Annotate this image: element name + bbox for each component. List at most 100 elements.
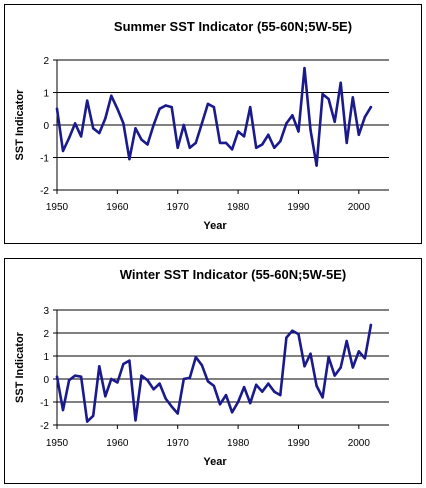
winter-data-point: [273, 390, 276, 393]
winter-data-point: [158, 382, 161, 385]
summer-sst-chart-panel: Summer SST Indicator (55-60N;5W-5E) -2 -1 0…: [4, 4, 422, 244]
winter-data-point: [61, 408, 65, 412]
summer-data-point: [61, 149, 65, 153]
summer-data-point: [369, 105, 373, 109]
winter-data-point: [182, 377, 185, 381]
summer-data-point: [104, 117, 107, 120]
winter-data-point: [255, 383, 258, 386]
winter-data-point: [128, 359, 131, 362]
winter-data-point: [309, 352, 312, 355]
winter-x-axis-label: Year: [203, 456, 227, 468]
summer-data-point: [224, 141, 228, 145]
winter-data-point: [357, 350, 361, 353]
summer-y-tick-label: 1: [43, 89, 49, 100]
winter-y-axis-label: SST Indicator: [14, 331, 26, 403]
winter-data-point: [218, 403, 222, 406]
summer-data-point: [188, 146, 191, 149]
winter-x-tick-label: 2000: [348, 438, 371, 449]
summer-y-axis-label: SST Indicator: [14, 89, 26, 161]
winter-data-point: [291, 329, 294, 332]
summer-data-point: [291, 114, 294, 117]
winter-y-tick-label: 2: [43, 329, 49, 340]
winter-data-point: [285, 336, 288, 339]
summer-data-point: [297, 130, 300, 133]
summer-x-tick-label: 1970: [167, 202, 190, 213]
winter-data-point: [267, 382, 270, 385]
winter-y-tick-label: -2: [40, 421, 49, 432]
summer-data-point: [116, 107, 119, 110]
winter-data-point: [85, 420, 89, 423]
summer-data-point: [152, 123, 155, 127]
summer-data-point: [333, 120, 336, 123]
summer-data-point: [363, 115, 367, 119]
summer-data-point: [315, 164, 318, 167]
summer-data-point: [273, 146, 276, 149]
winter-data-point: [92, 414, 95, 417]
winter-data-point: [303, 365, 306, 368]
summer-y-tick-label: -2: [40, 186, 49, 197]
summer-data-point: [140, 138, 143, 141]
winter-sst-chart: Winter SST Indicator (55-60N;5W-5E) -2 -1 0…: [14, 267, 389, 468]
summer-sst-chart: Summer SST Indicator (55-60N;5W-5E) -2 -1 0…: [14, 19, 389, 232]
summer-data-point: [309, 128, 312, 132]
winter-x-tick-label: 1960: [106, 438, 129, 449]
winter-data-point: [188, 376, 191, 380]
winter-data-point: [140, 374, 143, 377]
summer-data-point: [110, 94, 113, 97]
summer-data-point: [146, 143, 149, 146]
summer-data-point: [128, 157, 131, 161]
summer-data-point: [351, 96, 354, 99]
summer-data-point: [55, 107, 59, 110]
summer-data-point: [236, 130, 240, 133]
summer-data-point: [170, 105, 173, 109]
summer-chart-title: Summer SST Indicator (55-60N;5W-5E): [114, 19, 352, 34]
summer-y-tick-label: 0: [43, 121, 49, 132]
winter-data-point: [242, 385, 246, 389]
winter-series-line: [55, 323, 373, 423]
summer-series-line: [55, 66, 373, 167]
winter-data-point: [134, 419, 137, 422]
summer-data-point: [357, 133, 361, 136]
winter-data-point: [369, 323, 373, 327]
winter-y-tick-label: 1: [43, 352, 49, 363]
summer-x-tick-label: 1960: [106, 202, 129, 213]
summer-data-point: [194, 141, 198, 145]
winter-data-point: [79, 375, 83, 378]
summer-data-point: [321, 92, 324, 96]
winter-data-point: [339, 366, 342, 369]
summer-data-point: [206, 102, 210, 106]
winter-data-point: [146, 378, 149, 382]
winter-y-tick-label: -1: [40, 398, 49, 409]
winter-x-tick-label: 1970: [167, 438, 190, 449]
summer-y-tick-label: 2: [43, 56, 49, 67]
winter-data-point: [98, 365, 101, 368]
summer-data-point: [164, 104, 167, 107]
winter-data-point: [73, 374, 77, 377]
winter-data-point: [206, 380, 210, 383]
winter-data-point: [122, 362, 125, 366]
winter-data-point: [351, 366, 354, 369]
winter-data-point: [110, 377, 113, 381]
winter-x-tick-label: 1990: [287, 438, 310, 449]
summer-data-point: [339, 81, 342, 84]
summer-data-point: [212, 105, 216, 109]
summer-data-point: [218, 141, 222, 145]
summer-data-point: [182, 123, 185, 127]
winter-data-point: [279, 393, 282, 397]
summer-data-point: [303, 66, 306, 70]
summer-data-point: [122, 122, 125, 125]
winter-data-point: [170, 405, 173, 408]
summer-data-point: [285, 122, 288, 125]
summer-data-point: [327, 97, 330, 101]
winter-data-point: [164, 397, 167, 400]
summer-data-point: [85, 99, 89, 102]
winter-x-tick-label: 1950: [46, 438, 69, 449]
summer-data-point: [92, 127, 95, 130]
winter-data-point: [194, 355, 198, 359]
winter-chart-title: Winter SST Indicator (55-60N;5W-5E): [120, 267, 346, 282]
winter-x-tick-label: 1980: [227, 438, 250, 449]
winter-data-point: [327, 355, 330, 359]
winter-data-point: [363, 357, 367, 360]
summer-data-point: [242, 135, 246, 138]
summer-data-point: [158, 107, 161, 110]
